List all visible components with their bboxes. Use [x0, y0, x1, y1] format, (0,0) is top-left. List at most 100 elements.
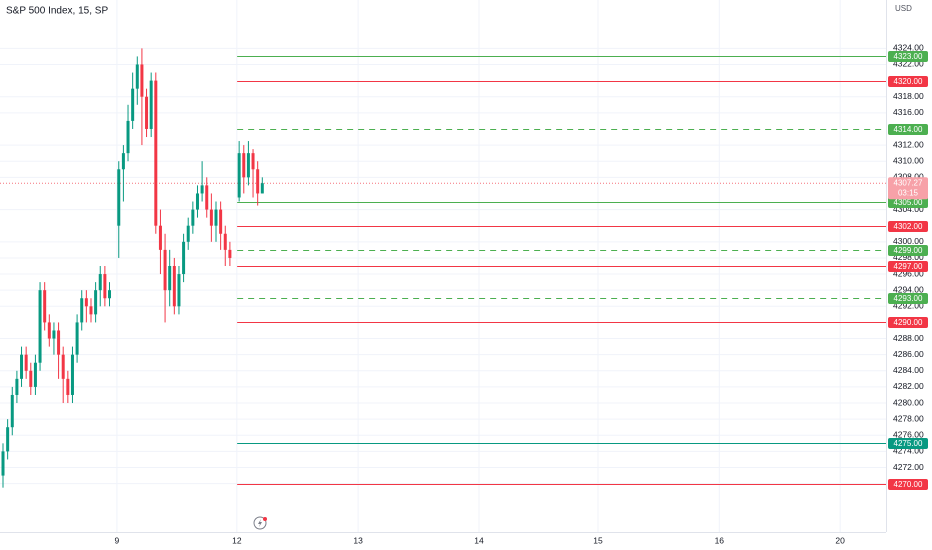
icon-bolt [258, 519, 262, 527]
y-tick-label: 4322.00 [893, 59, 924, 69]
candle-body [214, 209, 218, 226]
y-tick-label: 4280.00 [893, 397, 924, 407]
price-level-tag [888, 221, 928, 232]
candle-body [126, 120, 130, 154]
candle-body [6, 427, 10, 452]
y-tick-label: 4324.00 [893, 43, 924, 53]
candle-body [80, 298, 84, 323]
candle-body [246, 153, 250, 178]
candle-body [117, 169, 121, 226]
candle-body [223, 233, 227, 250]
price-level-tag [888, 197, 928, 208]
candle-body [38, 290, 42, 363]
candle-body [256, 169, 260, 194]
candle-body [195, 193, 199, 210]
x-tick-label: 14 [474, 535, 484, 545]
candle-body [33, 362, 37, 387]
x-tick-label: 13 [353, 535, 363, 545]
candle-body [61, 354, 65, 379]
candle-body [98, 274, 102, 291]
candle-body [24, 354, 28, 371]
candle-body [94, 290, 98, 315]
price-level-label: 4299.00 [894, 246, 923, 255]
y-tick-label: 4288.00 [893, 333, 924, 343]
y-tick-label: 4316.00 [893, 107, 924, 117]
candle-body [43, 290, 47, 323]
candle-body [242, 153, 246, 178]
price-level-label: 4275.00 [894, 439, 923, 448]
candle-body [52, 330, 56, 339]
last-price-label: 4307.27 [894, 178, 923, 187]
candle-body [29, 370, 33, 387]
price-level-label: 4297.00 [894, 262, 923, 271]
price-level-tag [888, 51, 928, 62]
price-level-label: 4302.00 [894, 222, 923, 231]
candle-body [131, 88, 135, 121]
candle-body [10, 394, 14, 428]
candle-body [20, 354, 24, 379]
y-tick-label: 4294.00 [893, 284, 924, 294]
candle-body [140, 64, 144, 97]
candle-body [103, 274, 107, 299]
y-tick-label: 4282.00 [893, 381, 924, 391]
price-level-tag [888, 438, 928, 449]
candle-body [177, 274, 181, 307]
y-tick-label: 4308.00 [893, 172, 924, 182]
candle-body [237, 153, 241, 198]
price-level-tag [888, 479, 928, 490]
currency: USD [895, 4, 912, 13]
candle-body [168, 266, 172, 291]
x-tick-label: 9 [115, 535, 120, 545]
candle-body [228, 249, 232, 258]
candle-body [182, 241, 186, 275]
price-level-label: 4293.00 [894, 294, 923, 303]
candle-body [200, 185, 204, 194]
y-tick-label: 4318.00 [893, 91, 924, 101]
y-tick-label: 4300.00 [893, 236, 924, 246]
price-level-tag [888, 317, 928, 328]
candle-body [75, 322, 79, 355]
candle-body [186, 225, 190, 242]
replay-icon[interactable] [253, 516, 267, 530]
price-level-label: 4323.00 [894, 52, 923, 61]
y-tick-label: 4278.00 [893, 413, 924, 423]
y-tick-label: 4286.00 [893, 349, 924, 359]
candle-body [205, 185, 209, 210]
candle-body [84, 298, 88, 307]
price-level-label: 4290.00 [894, 318, 923, 327]
candle-body [251, 153, 255, 170]
y-tick-label: 4274.00 [893, 446, 924, 456]
price-level-tag [888, 261, 928, 272]
candle-body [163, 249, 167, 291]
x-tick-label: 12 [232, 535, 242, 545]
x-tick-label: 15 [593, 535, 603, 545]
candle-body [219, 209, 223, 234]
candle-body [108, 290, 112, 299]
chart-title: S&P 500 Index, 15, SP [6, 6, 108, 17]
price-level-label: 4314.00 [894, 125, 923, 134]
candle-body [149, 80, 153, 129]
y-tick-label: 4296.00 [893, 268, 924, 278]
countdown: 03:15 [898, 188, 919, 197]
candle-body [191, 209, 195, 226]
candle-body [260, 183, 264, 194]
candle-body [135, 64, 139, 89]
candle-body [121, 153, 125, 170]
price-level-label: 4270.00 [894, 480, 923, 489]
price-level-tag [888, 124, 928, 135]
y-tick-label: 4292.00 [893, 301, 924, 311]
x-tick-label: 16 [715, 535, 725, 545]
candle-body [15, 378, 19, 395]
candle-body [209, 209, 213, 226]
candle-body [145, 96, 149, 129]
candle-body [1, 451, 5, 476]
price-level-label: 4305.00 [894, 198, 923, 207]
candle-body [47, 322, 51, 339]
icon-dot [263, 517, 267, 521]
y-tick-label: 4284.00 [893, 365, 924, 375]
x-tick-label: 20 [835, 535, 845, 545]
candle-body [172, 266, 176, 307]
price-level-tag [888, 245, 928, 256]
y-tick-label: 4312.00 [893, 139, 924, 149]
